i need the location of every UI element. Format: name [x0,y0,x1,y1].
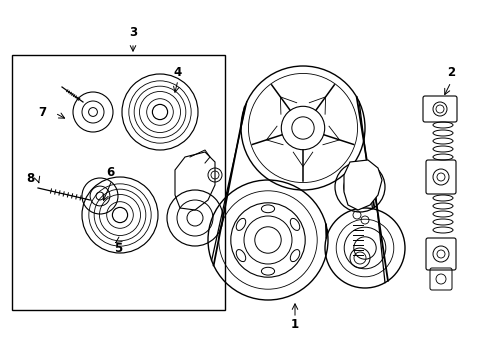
Text: 1: 1 [290,319,299,332]
Text: 3: 3 [129,27,137,40]
Text: 8: 8 [26,171,34,184]
Polygon shape [343,160,381,210]
Text: 7: 7 [38,107,46,120]
Text: 6: 6 [106,166,114,179]
Text: 5: 5 [114,242,122,255]
Bar [12,55,224,310]
Text: 2: 2 [446,66,454,78]
Text: 4: 4 [174,66,182,78]
